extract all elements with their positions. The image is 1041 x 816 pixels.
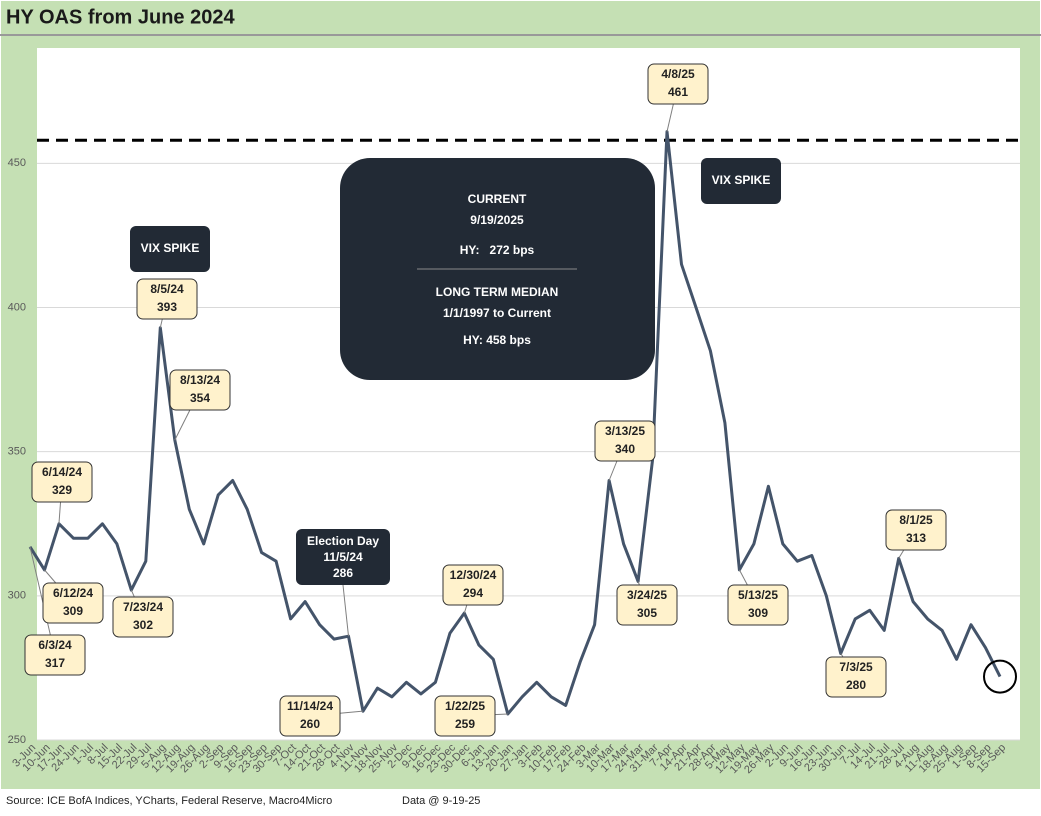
data-date: Data @ 9-19-25 <box>402 795 480 807</box>
y-tick-label: 250 <box>8 734 26 746</box>
annotation-leader <box>342 584 350 637</box>
annotation-box <box>442 564 504 606</box>
annotation-date: 6/3/24 <box>38 638 72 652</box>
annotation-box <box>594 420 656 462</box>
annotation-value: 354 <box>190 391 210 405</box>
annotation-date: 3/13/25 <box>605 424 645 438</box>
summary-median-period: 1/1/1997 to Current <box>443 306 551 320</box>
annotation-date: 11/14/24 <box>287 699 333 713</box>
summary-median-title: LONG TERM MEDIAN <box>436 285 559 299</box>
annotation-date: 7/3/25 <box>839 660 873 674</box>
annotation-box <box>169 369 231 411</box>
annotation-date: 8/5/24 <box>150 282 184 296</box>
annotation-value: 461 <box>668 85 688 99</box>
annotation-box <box>31 461 93 503</box>
y-tick-label: 400 <box>8 301 26 313</box>
annotation-date: 3/24/25 <box>627 588 667 602</box>
annotation-date: 12/30/24 <box>450 568 497 582</box>
title-bar <box>1 1 1040 34</box>
annotation-value: 259 <box>455 717 475 731</box>
annotation-date: 7/23/24 <box>123 600 163 614</box>
annotation-value: 329 <box>52 483 72 497</box>
election-date: 11/5/24 <box>323 550 363 564</box>
vix-box <box>701 158 781 204</box>
annotation-value: 313 <box>906 531 926 545</box>
vix-box <box>130 226 210 272</box>
annotation-box <box>112 596 174 638</box>
end-marker <box>983 659 1017 694</box>
y-tick-label: 450 <box>8 157 26 169</box>
annotation-value: 294 <box>463 586 483 600</box>
annotation-box <box>885 509 947 551</box>
annotation-date: 1/22/25 <box>445 699 485 713</box>
summary-median-value: HY: 458 bps <box>463 333 531 347</box>
hy-oas-line <box>28 130 1002 716</box>
annotation-box <box>42 582 104 624</box>
summary-current-value: HY: 272 bps <box>460 243 535 257</box>
annotation-date: 8/13/24 <box>180 373 220 387</box>
annotation-value: 302 <box>133 618 153 632</box>
annotation-box <box>434 695 496 737</box>
y-tick-label: 350 <box>8 446 26 458</box>
summary-current-title: CURRENT <box>468 192 527 206</box>
annotation-value: 340 <box>615 442 635 456</box>
election-title: Election Day <box>307 534 379 548</box>
annotation-value: 309 <box>63 604 83 618</box>
annotation-value: 305 <box>637 606 657 620</box>
vix-label: VIX SPIKE <box>712 173 771 187</box>
y-tick-label: 300 <box>8 590 26 602</box>
annotation-box <box>24 634 86 676</box>
annotation-date: 8/1/25 <box>899 513 933 527</box>
source: Source: ICE BofA Indices, YCharts, Feder… <box>6 795 332 807</box>
election-value: 286 <box>333 566 353 580</box>
annotation-box <box>616 584 678 626</box>
annotation-date: 6/12/24 <box>53 586 93 600</box>
annotation-date: 4/8/25 <box>661 67 695 81</box>
chart-title: HY OAS from June 2024 <box>6 6 235 28</box>
annotation-value: 317 <box>45 656 65 670</box>
summary-current-date: 9/19/2025 <box>470 213 524 227</box>
annotation-value: 393 <box>157 300 177 314</box>
annotation-box <box>279 695 341 737</box>
annotation-box <box>727 584 789 626</box>
annotation-value: 260 <box>300 717 320 731</box>
annotation-date: 5/13/25 <box>738 588 778 602</box>
annotation-value: 309 <box>748 606 768 620</box>
annotation-box <box>136 278 198 320</box>
annotation-value: 280 <box>846 678 866 692</box>
annotation-box <box>647 63 709 105</box>
annotation-box <box>825 656 887 698</box>
election-box <box>296 529 390 585</box>
annotation-date: 6/14/24 <box>42 465 82 479</box>
vix-label: VIX SPIKE <box>141 241 200 255</box>
